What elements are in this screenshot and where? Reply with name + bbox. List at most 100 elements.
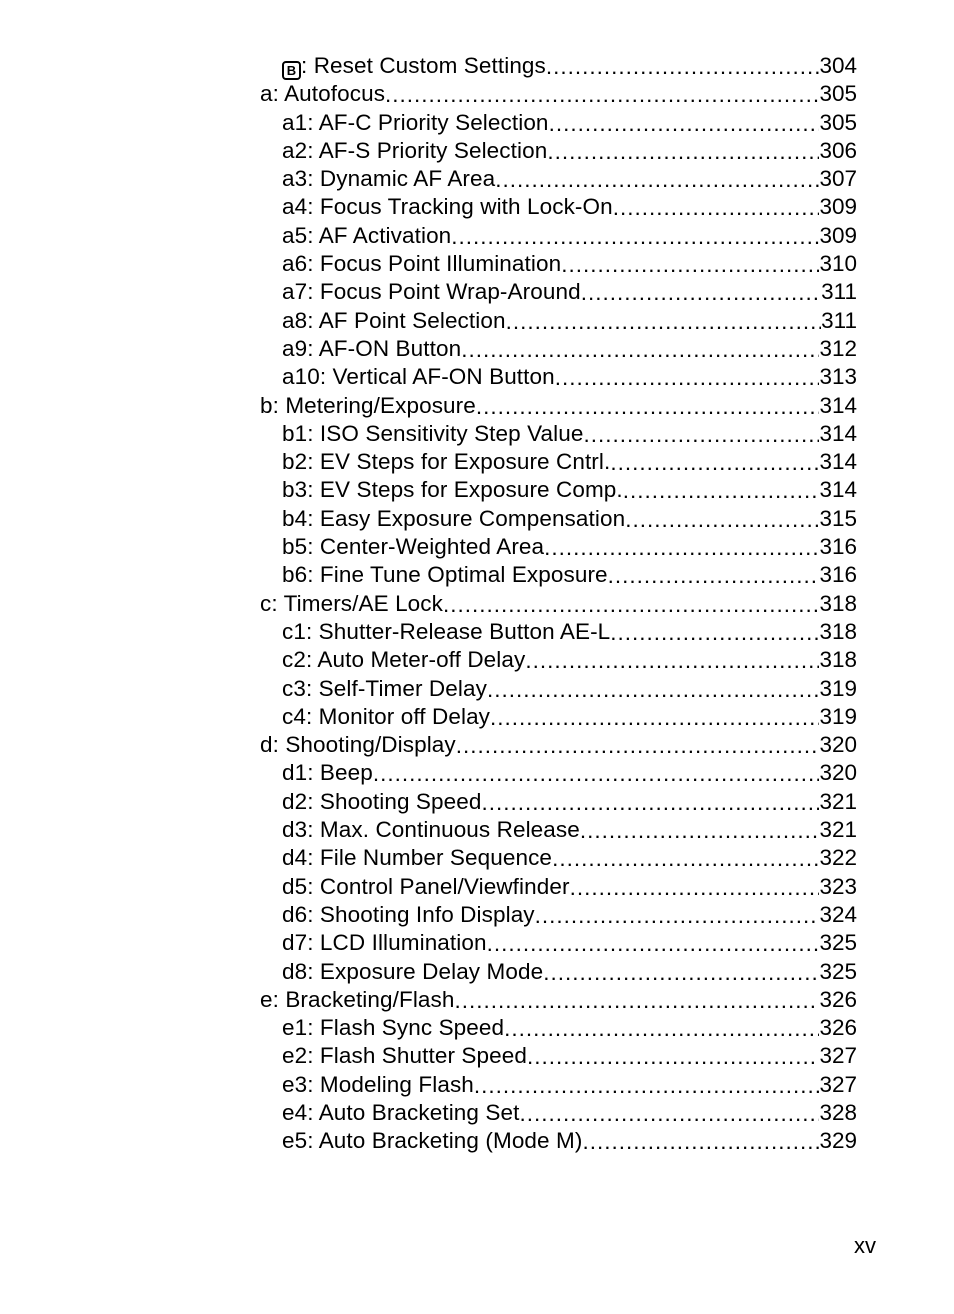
toc-entry-page: 327: [819, 1074, 857, 1097]
toc-entry: c4: Monitor off Delay 319: [260, 706, 857, 734]
toc-entry-label: e5: Auto Bracketing (Mode M): [282, 1130, 582, 1153]
toc-entry-page: 309: [819, 225, 857, 248]
toc-dots: [582, 1131, 819, 1154]
toc-entry: d5: Control Panel/Viewfinder 323: [260, 876, 857, 904]
toc-dots: [451, 226, 819, 249]
page-number: xv: [854, 1233, 876, 1259]
toc-entry-label: d5: Control Panel/Viewfinder: [282, 876, 570, 899]
toc-entry-page: 314: [819, 451, 857, 474]
toc-entry-label: b6: Fine Tune Optimal Exposure: [282, 564, 608, 587]
toc-entry-label: a1: AF-C Priority Selection: [282, 112, 549, 135]
toc-entry: d2: Shooting Speed321: [260, 791, 857, 819]
toc-dots: [544, 537, 819, 560]
toc-dots: [504, 1018, 819, 1041]
toc-dots: [535, 905, 820, 928]
toc-entry-label: c4: Monitor off Delay: [282, 706, 490, 729]
toc-entry-label: a4: Focus Tracking with Lock-On: [282, 196, 613, 219]
toc-dots: [495, 169, 819, 192]
toc-entry-page: 305: [819, 83, 857, 106]
toc-entry-page: 325: [819, 961, 857, 984]
toc-entry: B: Reset Custom Settings304: [260, 55, 857, 83]
toc-entry-label: b5: Center-Weighted Area: [282, 536, 544, 559]
toc-entry: a7: Focus Point Wrap-Around311: [260, 281, 857, 309]
toc-entry-label: d4: File Number Sequence: [282, 847, 552, 870]
toc-entry-label: a5: AF Activation: [282, 225, 451, 248]
toc-entry: b3: EV Steps for Exposure Comp.314: [260, 479, 857, 507]
toc-dots: [570, 877, 820, 900]
toc-entry-page: 311: [821, 281, 857, 304]
toc-entry: a3: Dynamic AF Area307: [260, 168, 857, 196]
toc-entry: d7: LCD Illumination 325: [260, 932, 857, 960]
toc-entry-label: b2: EV Steps for Exposure Cntrl.: [282, 451, 610, 474]
toc-entry-page: 309: [819, 196, 857, 219]
toc-dots: [543, 962, 819, 985]
toc-entry-page: 327: [819, 1045, 857, 1068]
toc-entry-page: 305: [819, 112, 857, 135]
toc-dots: [474, 1075, 820, 1098]
toc-dots: [555, 367, 820, 390]
toc-entry-label: a2: AF-S Priority Selection: [282, 140, 547, 163]
toc-dots: [547, 141, 819, 164]
toc-entry: a2: AF-S Priority Selection 306: [260, 140, 857, 168]
toc-entry-page: 325: [819, 932, 857, 955]
toc-entry-label: d7: LCD Illumination: [282, 932, 487, 955]
toc-entry: b: Metering/Exposure314: [260, 395, 857, 423]
toc-entry: a6: Focus Point Illumination310: [260, 253, 857, 281]
toc-dots: [525, 650, 819, 673]
toc-entry: a1: AF-C Priority Selection 305: [260, 112, 857, 140]
toc-dots: [490, 707, 819, 730]
toc-entry-label: a8: AF Point Selection: [282, 310, 506, 333]
toc-entry: b6: Fine Tune Optimal Exposure 316: [260, 564, 857, 592]
toc-dots: [610, 622, 819, 645]
toc-dots: [580, 820, 820, 843]
toc-entry: e3: Modeling Flash 327: [260, 1074, 857, 1102]
toc-entry-page: 319: [819, 706, 857, 729]
toc-entry: a4: Focus Tracking with Lock-On 309: [260, 196, 857, 224]
toc-dots: [487, 679, 819, 702]
toc-entry-page: 316: [819, 536, 857, 559]
toc-dots: [481, 792, 819, 815]
toc-entry-label: c1: Shutter-Release Button AE-L: [282, 621, 610, 644]
toc-entry: b1: ISO Sensitivity Step Value314: [260, 423, 857, 451]
toc-entry: e4: Auto Bracketing Set 328: [260, 1102, 857, 1130]
toc-entry-page: 318: [819, 649, 857, 672]
toc-entry: d4: File Number Sequence322: [260, 847, 857, 875]
toc-dots: [613, 197, 820, 220]
toc-entry-label: d: Shooting/Display: [260, 734, 456, 757]
toc-entry-label: e4: Auto Bracketing Set: [282, 1102, 519, 1125]
toc-entry-label: e1: Flash Sync Speed: [282, 1017, 504, 1040]
toc-entry-page: 320: [819, 762, 857, 785]
toc-entry-page: 313: [819, 366, 857, 389]
toc-dots: [519, 1103, 819, 1126]
toc-entry-page: 314: [819, 395, 857, 418]
toc-dots: [476, 396, 820, 419]
toc-dots: [610, 452, 819, 475]
toc-entry: c: Timers/AE Lock318: [260, 593, 857, 621]
toc-entry: e2: Flash Shutter Speed 327: [260, 1045, 857, 1073]
toc-entry: d8: Exposure Delay Mode325: [260, 961, 857, 989]
toc-entry-page: 326: [819, 989, 857, 1012]
toc-entry: a10: Vertical AF-ON Button 313: [260, 366, 857, 394]
toc-entry-page: 316: [819, 564, 857, 587]
toc-entry-page: 312: [819, 338, 857, 361]
toc-entry-label: e3: Modeling Flash: [282, 1074, 474, 1097]
toc-entry-page: 314: [819, 479, 857, 502]
toc-entry-page: 323: [819, 876, 857, 899]
toc-entry: b5: Center-Weighted Area 316: [260, 536, 857, 564]
toc-entry-label: d6: Shooting Info Display: [282, 904, 535, 927]
toc-entry-page: 326: [819, 1017, 857, 1040]
toc-entry-page: 306: [819, 140, 857, 163]
toc-entry: d1: Beep320: [260, 762, 857, 790]
toc-entry-label: e2: Flash Shutter Speed: [282, 1045, 527, 1068]
toc-entry-page: 319: [819, 678, 857, 701]
toc-entry-label: b4: Easy Exposure Compensation: [282, 508, 625, 531]
toc-dots: [623, 480, 820, 503]
toc-entry-page: 320: [819, 734, 857, 757]
toc-entry-label: a3: Dynamic AF Area: [282, 168, 495, 191]
toc-entry-page: 328: [819, 1102, 857, 1125]
toc-dots: [385, 84, 819, 107]
toc-entry-label: a10: Vertical AF-ON Button: [282, 366, 555, 389]
toc-entry-label: a9: AF-ON Button: [282, 338, 461, 361]
toc-entry-label: d2: Shooting Speed: [282, 791, 481, 814]
toc-dots: [549, 113, 820, 136]
